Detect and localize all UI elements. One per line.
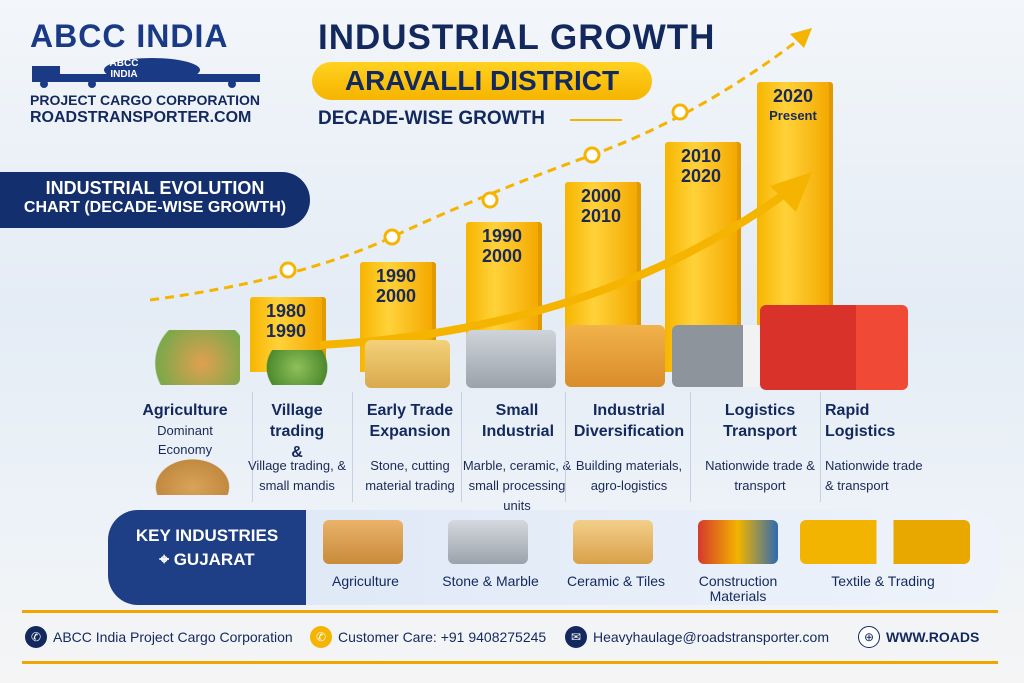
stage-sub: Dominant Economy [157,423,213,457]
stage-heading: Rapid Logistics [825,402,896,440]
soil-plant-icon [150,455,235,495]
divider [461,392,462,502]
key-industries-header: KEY INDUSTRIES ⌖ GUJARAT [108,510,306,605]
district-pill: ARAVALLI DISTRICT [312,62,652,100]
bar-from: 2020 [772,86,814,106]
key-industries-title: KEY INDUSTRIES [135,526,279,545]
agriculture-produce-icon [145,330,240,385]
divider [252,392,253,502]
agriculture-icon [323,520,403,564]
ceramic-tiles-icon [573,520,653,564]
stage-heading: Industrial Diversification [573,402,685,440]
construction-materials-icon [698,520,778,564]
stage-desc: Marble, ceramic, & small processing unit… [462,458,572,513]
stage-small-industrial: Small Industrial Marble, ceramic, & small… [462,400,572,513]
bar-to: 1990 [265,321,307,341]
bar-to: Present [769,108,817,123]
logo-title: ABCC INDIA [30,18,229,54]
growth-arrow-icon [319,172,812,349]
industry-agriculture: Agriculture [332,573,399,589]
bar-from: 1990 [481,226,523,246]
bar-from: 1980 [265,301,307,321]
footer-website[interactable]: ⊕ WWW.ROADS [858,626,979,648]
truck-logo-icon [32,58,262,88]
mail-icon: ✉ [565,626,587,648]
footer-bottom-rule [22,661,998,664]
key-industries-location: GUJARAT [173,550,255,569]
stage-village: Village trading & Village trading, & smal… [242,400,352,493]
stage-heading: Early Trade Expansion [366,402,454,440]
customer-care-phone[interactable]: Customer Care: +91 9408275245 [338,629,547,645]
footer-company: ✆ ABCC India Project Cargo Corporation [25,626,293,648]
company-name: ABCC India Project Cargo Corporation [53,629,293,645]
bar-to: 2000 [481,246,523,266]
industry-construction: Construction Materials [698,573,778,604]
stage-heading: Logistics Transport [723,402,797,440]
key-industries-panel: KEY INDUSTRIES ⌖ GUJARAT Agriculture Sto… [108,510,1000,605]
location-pin-icon: ⌖ [159,550,174,569]
footer-email[interactable]: ✉ Heavyhaulage@roadstransporter.com [565,626,829,648]
stage-desc: Nationwide trade & transport [825,458,923,493]
industry-stone-marble: Stone & Marble [442,573,539,589]
banner-line-2: CHART (DECADE-WISE GROWTH) [23,199,287,216]
divider [352,392,353,502]
bar-to: 2000 [375,286,417,306]
marble-blocks-icon [466,330,556,388]
stone-marble-icon [448,520,528,564]
stone-blocks-icon [365,340,450,388]
vegetables-icon [258,350,336,385]
phone-icon: ✆ [310,626,332,648]
footer-phone[interactable]: ✆ Customer Care: +91 9408275245 [310,626,546,648]
phone-icon: ✆ [25,626,47,648]
footer-top-rule [22,610,998,613]
globe-icon: ⊕ [858,626,880,648]
stage-heading: Agriculture [142,402,228,419]
stage-desc: Nationwide trade & transport [705,458,815,493]
divider [690,392,691,502]
logo-badge: ABCC INDIA [109,58,139,80]
construction-materials-icon [565,325,665,387]
page-title: INDUSTRIAL GROWTH [318,18,716,57]
divider [565,392,566,502]
red-truck-icon [760,305,908,390]
subtitle-underline [570,119,622,121]
stage-heading: Small Industrial [482,402,555,440]
bar-from: 2000 [580,186,622,206]
bar-from: 2010 [680,146,722,166]
stage-agriculture: Agriculture Dominant Economy [130,400,240,459]
logo-tagline: PROJECT CARGO CORPORATION [30,92,260,108]
stage-diversification: Industrial Diversification Building mater… [570,400,688,493]
website-link[interactable]: WWW.ROADS [886,629,980,645]
divider [820,392,821,502]
growth-curve [149,28,812,302]
stage-desc: Village trading, & small mandis [247,458,347,493]
banner-line-1: INDUSTRIAL EVOLUTION [45,178,265,198]
trucks-icon [800,520,970,564]
logo-website: ROADSTRANSPORTER.COM [30,109,252,126]
page-subtitle: DECADE-WISE GROWTH [318,108,545,129]
email-link[interactable]: Heavyhaulage@roadstransporter.com [593,629,830,645]
bar-from: 1990 [375,266,417,286]
stage-rapid-logistics: Rapid Logistics Nationwide trade & transp… [825,400,935,493]
industry-ceramic-tiles: Ceramic & Tiles [566,573,666,589]
chart-banner: INDUSTRIAL EVOLUTION CHART (DECADE-WISE … [0,172,310,228]
stage-logistics: Logistics Transport Nationwide trade & tr… [705,400,815,493]
industry-textile-trading: Textile & Trading [831,573,935,589]
stage-desc: Building materials, agro-logistics [575,458,683,493]
stage-early-trade: Early Trade Expansion Stone, cutting mate… [355,400,465,493]
stage-desc: Stone, cutting material trading [365,458,455,493]
stage-heading: Village trading & [269,402,325,461]
bar-to: 2020 [680,166,722,186]
bar-to: 2010 [580,206,622,226]
